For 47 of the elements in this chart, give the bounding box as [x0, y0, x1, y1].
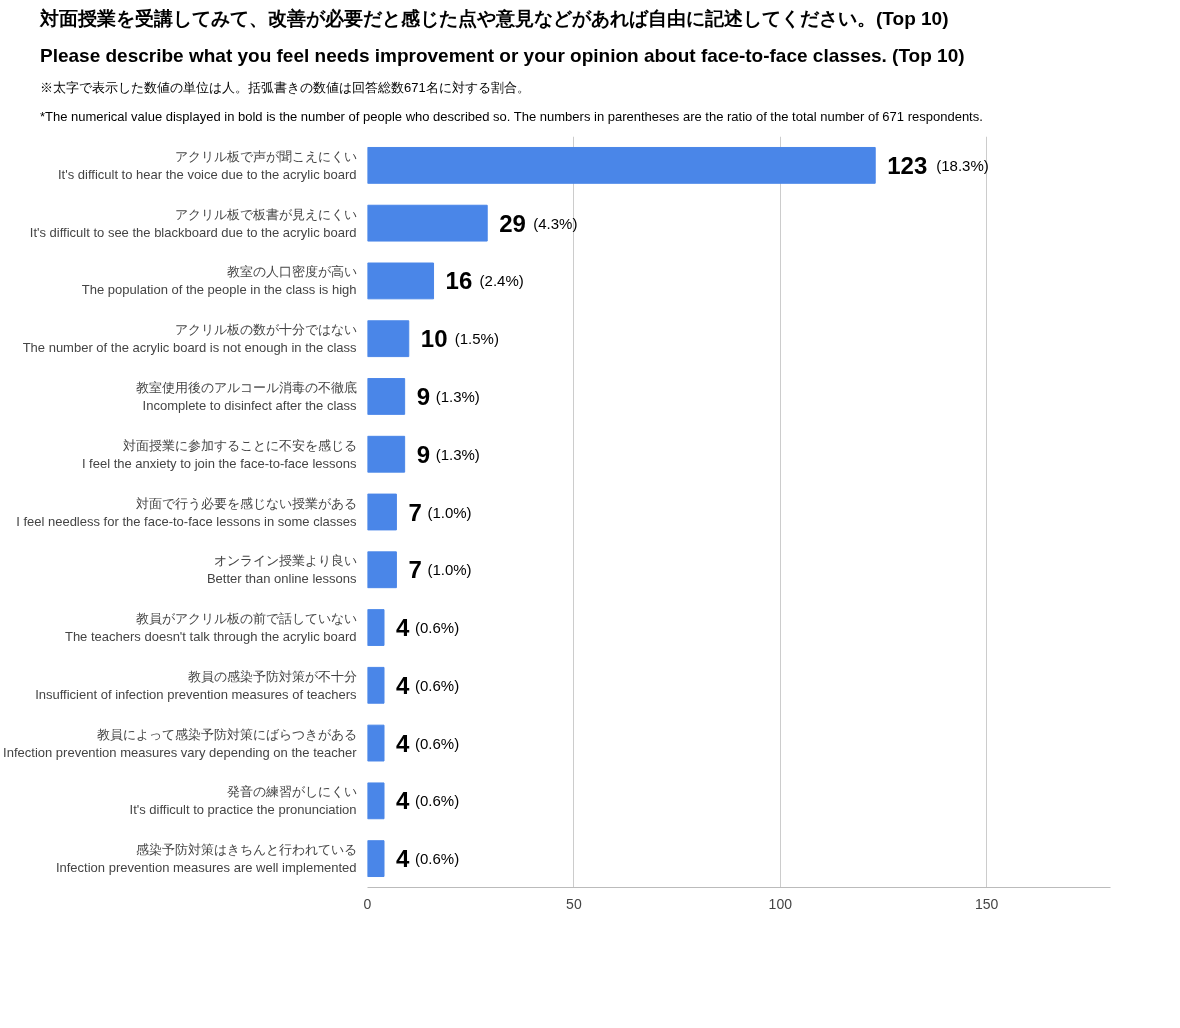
bar [367, 378, 406, 416]
data-label: 16 (2.4%) [445, 267, 524, 295]
y-tick-label: 教員の感染予防対策が不十分 Insufficient of infection prevention measures of teachers [35, 669, 357, 703]
x-tick-label: 100 [768, 895, 793, 912]
y-tick-label: アクリル板で板書が見えにくい It's difficult to see the blackboard due to the acrylic board [29, 207, 357, 241]
chart-title: 対面授業を受講してみて、改善が必要だと感じた点や意見などがあれば自由に記述してください。(Top 10) [40, 7, 949, 31]
y-tick-label: 対面で行う必要を感じない授業がある I feel needless for the face-to-face lessons in some classes [16, 495, 357, 529]
y-tick-label: 対面授業に参加することに不安を感じる I feel the anxiety to join the face-to-face lessons [81, 438, 357, 472]
bar [367, 436, 406, 474]
data-label: 123 (18.3%) [887, 152, 989, 180]
bar [367, 320, 410, 358]
data-label: 9 (1.3%) [416, 441, 480, 469]
bar [367, 667, 385, 705]
text: ※太字で表示した数値の単位は人。括弧書きの数値は回答総数671名に対する割合。 [40, 79, 530, 98]
bar [367, 782, 385, 820]
chart-subtitle: Please describe what you feel needs improvement or your opinion about face-to-face classes. (Top 10) [40, 44, 965, 69]
text: *The numerical value displayed in bold is the number of people who described so. The numbers in parentheses are the ratio of the total number of 671 respondents. [40, 107, 983, 126]
y-tick-label: 教室使用後のアルコール消毒の不徹底 Incomplete to disinfect after the class [135, 380, 357, 414]
bar [367, 205, 488, 242]
y-tick-label: 教員がアクリル板の前で話していない The teachers doesn't talk through the acrylic board [64, 611, 357, 645]
data-label: 7 (1.0%) [408, 498, 472, 526]
y-tick-label: 教員によって感染予防対策にばらつきがある Infection prevention measures vary depending on the teacher [3, 726, 358, 760]
x-tick-label: 0 [363, 895, 372, 912]
data-label: 4 (0.6%) [396, 729, 460, 757]
y-tick-label: 発音の練習がしにくい It's difficult to practice the pronunciation [129, 784, 357, 818]
data-label: 7 (1.0%) [408, 556, 472, 584]
y-tick-label: アクリル板の数が十分ではない The number of the acrylic board is not enough in the class [22, 322, 357, 356]
bar [367, 147, 876, 185]
x-tick-label: 50 [566, 895, 582, 912]
data-label: 4 (0.6%) [396, 845, 460, 873]
y-tick-label: オンライン授業より良い Better than online lessons [206, 553, 357, 587]
y-tick-label: 感染予防対策はきちんと行われている Infection prevention measures are well implemented [55, 842, 357, 876]
x-tick-label: 150 [974, 895, 999, 912]
data-label: 9 (1.3%) [416, 383, 480, 411]
bar [367, 494, 397, 531]
y-tick-label: アクリル板で声が聞こえにくい It's difficult to hear the voice due to the acrylic board [57, 149, 357, 183]
bar [367, 609, 385, 647]
data-label: 29 (4.3%) [499, 210, 578, 238]
data-label: 4 (0.6%) [396, 672, 460, 700]
data-label: 4 (0.6%) [396, 614, 460, 642]
bar [367, 840, 385, 878]
bar [367, 725, 385, 762]
data-label: 10 (1.5%) [420, 325, 499, 353]
bar [367, 551, 397, 589]
y-tick-label: 教室の人口密度が高い The population of the people in the class is high [81, 264, 357, 298]
data-label: 4 (0.6%) [396, 787, 460, 815]
bar [367, 262, 435, 300]
